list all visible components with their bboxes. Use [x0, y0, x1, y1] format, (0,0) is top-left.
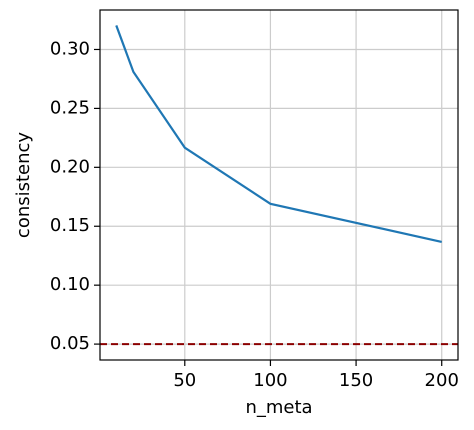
plot-frame: [99, 9, 459, 361]
y-tick-label: 0.20: [50, 156, 90, 177]
x-tick-label: 100: [253, 370, 287, 391]
y-tick-label: 0.25: [50, 97, 90, 118]
y-axis-label: consistency: [13, 132, 34, 239]
y-tick-label: 0.05: [50, 333, 90, 354]
y-tick-label: 0.15: [50, 215, 90, 236]
x-tick-label: 150: [339, 370, 373, 391]
data-line: [115, 25, 442, 243]
x-axis-label: n_meta: [245, 397, 312, 418]
x-tick-label: 50: [173, 370, 196, 391]
x-tick-label: 200: [425, 370, 459, 391]
y-tick-label: 0.30: [50, 38, 90, 59]
y-tick-label: 0.10: [50, 274, 90, 295]
